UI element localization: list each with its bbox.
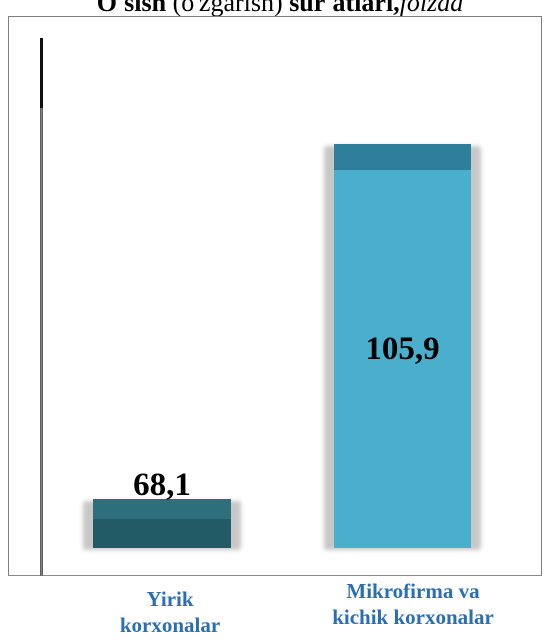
- category-label-line: Mikrofirma va: [346, 579, 480, 603]
- chart-title-part2: (o'zgarish): [172, 0, 283, 17]
- category-label-1: Yirik korxonalar: [60, 586, 280, 638]
- value-axis-line: [40, 38, 43, 576]
- category-label-line: Yirik: [146, 587, 194, 611]
- bar-top-face-2: [334, 144, 471, 170]
- bar-1: [93, 519, 231, 548]
- bar-top-face-1: [93, 499, 231, 520]
- chart-title-part4: foizda: [399, 0, 464, 17]
- bar-2: [334, 170, 471, 548]
- plot-area-frame: [8, 16, 542, 576]
- chart-title: O'sish (o'zgarish) sur'atlari,foizda: [0, 0, 550, 18]
- data-label-1: 68,1: [133, 467, 191, 504]
- value-axis-top-segment: [40, 38, 43, 108]
- category-label-line: korxonalar: [119, 613, 221, 637]
- category-label-2: Mikrofirma va kichik korxonalar: [303, 578, 523, 630]
- chart-title-part1: O'sish: [96, 0, 167, 17]
- data-label-2: 105,9: [365, 331, 440, 367]
- chart-title-part3: sur'atlari,: [289, 0, 400, 17]
- category-label-line: kichik korxonalar: [332, 605, 494, 629]
